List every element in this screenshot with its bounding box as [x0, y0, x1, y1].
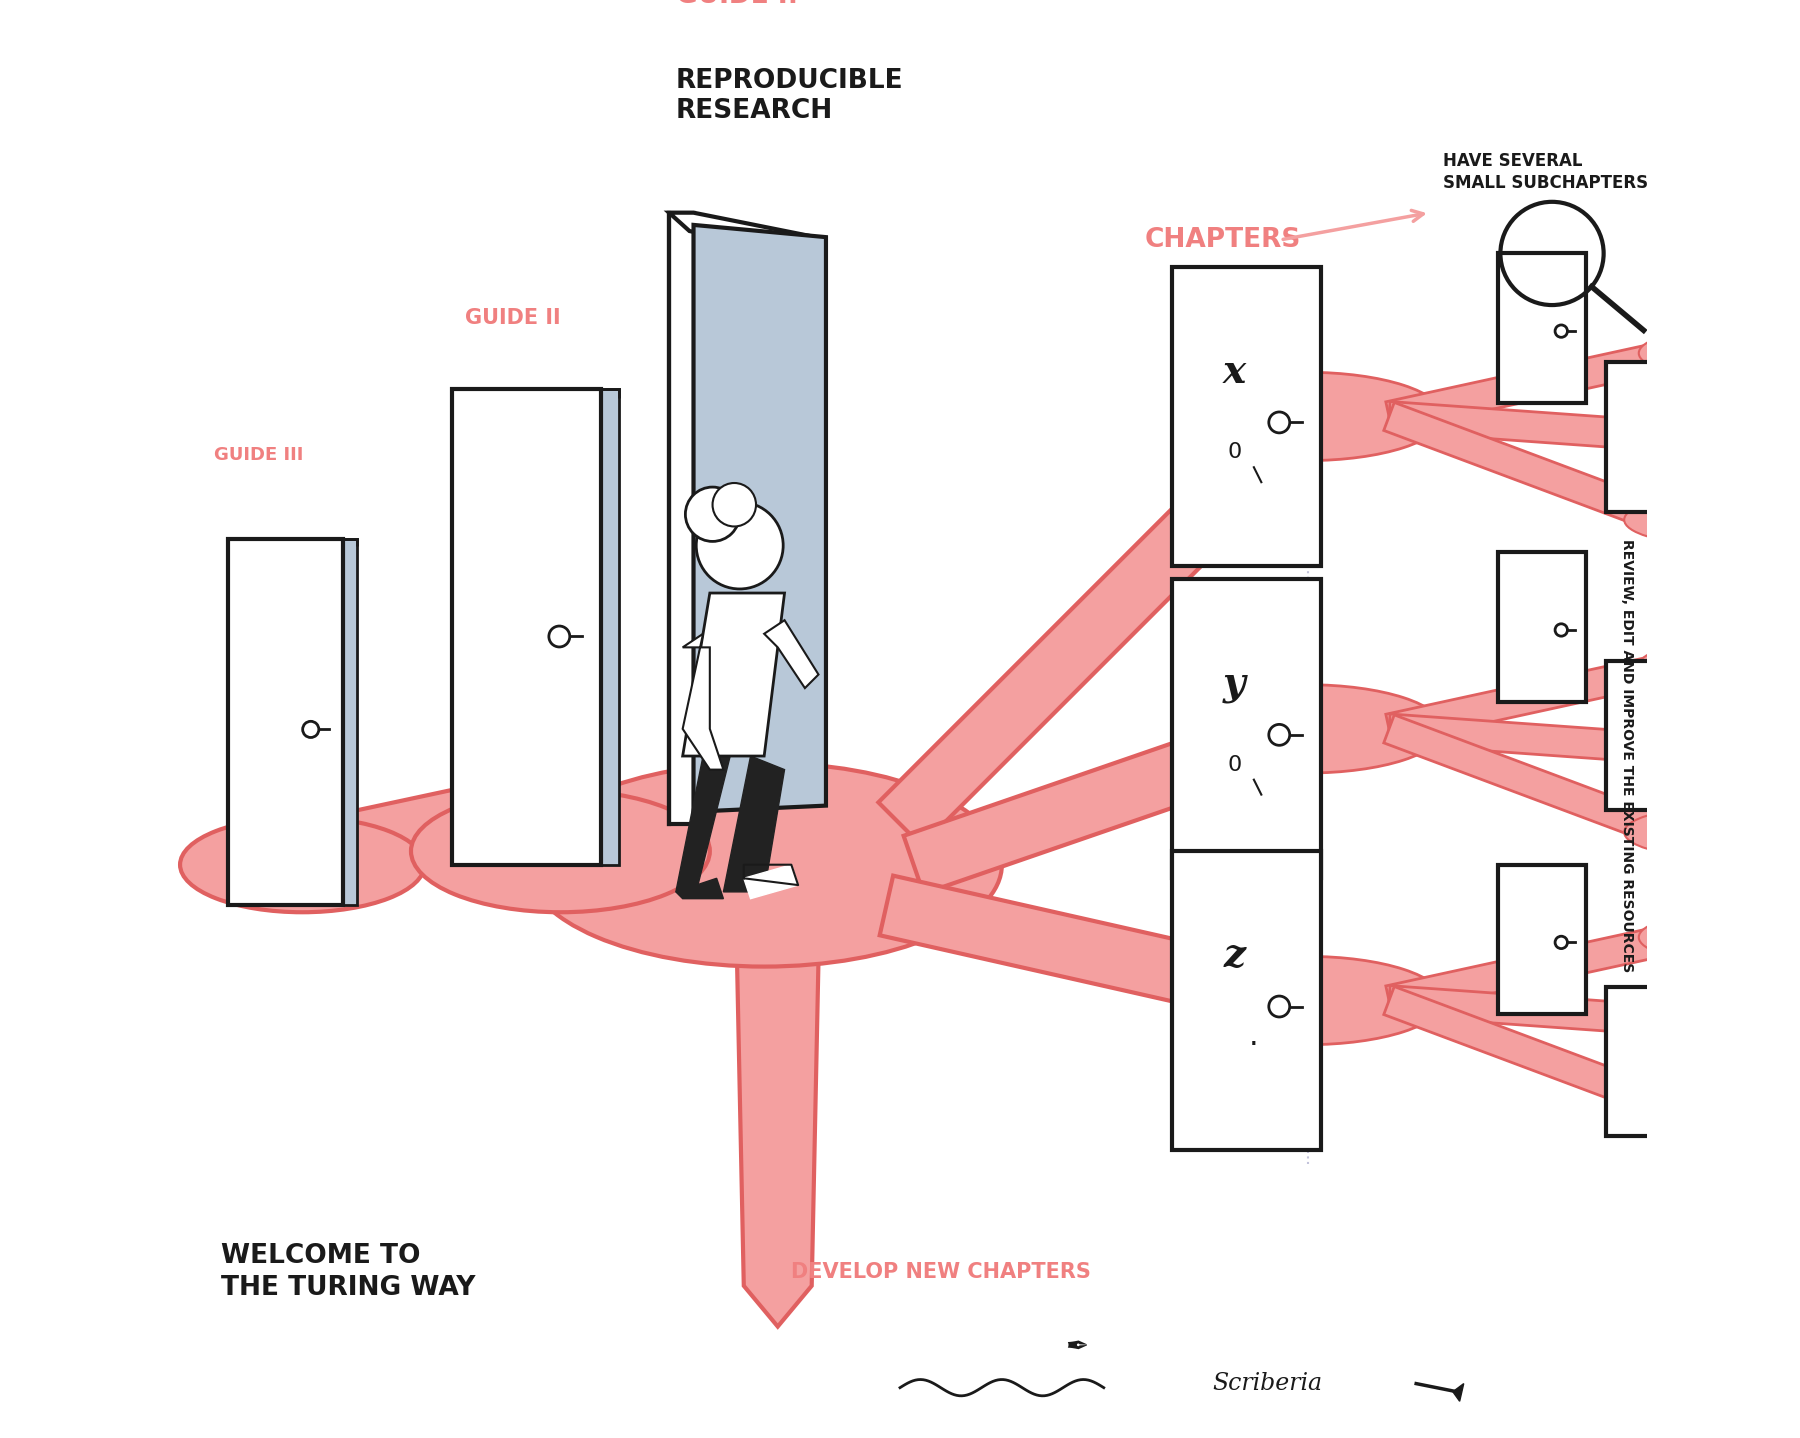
Circle shape — [686, 487, 740, 542]
Text: REPRODUCIBLE
RESEARCH: REPRODUCIBLE RESEARCH — [675, 69, 904, 125]
Polygon shape — [1384, 715, 1670, 846]
Polygon shape — [1388, 713, 1688, 765]
Bar — [1661, 1109, 1750, 1258]
Ellipse shape — [1638, 641, 1800, 689]
Circle shape — [1717, 1181, 1730, 1194]
Ellipse shape — [1638, 913, 1800, 961]
Bar — [227, 539, 344, 906]
Text: GUIDE III: GUIDE III — [214, 446, 304, 464]
Polygon shape — [1388, 985, 1688, 1037]
Circle shape — [549, 626, 571, 647]
Bar — [670, 213, 693, 824]
Circle shape — [697, 502, 783, 590]
Ellipse shape — [1624, 496, 1787, 544]
Text: DEVELOP NEW CHAPTERS: DEVELOP NEW CHAPTERS — [790, 1263, 1091, 1283]
Polygon shape — [1384, 986, 1670, 1117]
Polygon shape — [675, 756, 731, 892]
Bar — [1498, 253, 1586, 403]
Bar — [1606, 362, 1694, 512]
Polygon shape — [878, 417, 1307, 846]
Text: Scriberia: Scriberia — [1213, 1372, 1323, 1395]
Polygon shape — [675, 879, 724, 899]
Polygon shape — [670, 213, 815, 256]
Bar — [1661, 485, 1750, 634]
Ellipse shape — [410, 789, 709, 912]
Circle shape — [1269, 411, 1291, 433]
Bar — [1172, 580, 1321, 879]
Polygon shape — [1386, 338, 1683, 431]
Polygon shape — [765, 620, 819, 689]
Circle shape — [1717, 557, 1730, 568]
Text: GUIDE II: GUIDE II — [466, 308, 562, 328]
Ellipse shape — [1172, 372, 1444, 460]
Polygon shape — [693, 224, 826, 811]
Text: y: y — [1224, 664, 1246, 703]
Text: .: . — [1249, 1022, 1258, 1051]
Circle shape — [1555, 624, 1568, 636]
Ellipse shape — [1647, 726, 1800, 774]
Circle shape — [1269, 725, 1291, 745]
Polygon shape — [1388, 401, 1688, 453]
Polygon shape — [1386, 923, 1683, 1015]
Text: 0: 0 — [1228, 755, 1242, 775]
Polygon shape — [682, 592, 785, 756]
Polygon shape — [1386, 651, 1683, 743]
Ellipse shape — [1647, 998, 1800, 1045]
Text: GUIDE I:: GUIDE I: — [675, 0, 797, 9]
Circle shape — [1555, 325, 1568, 338]
Bar — [1172, 267, 1321, 567]
Bar — [1606, 661, 1694, 811]
Circle shape — [302, 722, 319, 738]
Ellipse shape — [1647, 414, 1800, 462]
Ellipse shape — [1624, 808, 1787, 856]
Ellipse shape — [180, 817, 425, 912]
Polygon shape — [682, 634, 724, 769]
Circle shape — [713, 483, 756, 526]
Bar — [1498, 552, 1586, 702]
Bar — [344, 539, 356, 906]
Bar — [1498, 864, 1586, 1014]
Bar — [452, 390, 601, 864]
Circle shape — [1717, 841, 1730, 854]
Text: WELCOME TO
THE TURING WAY: WELCOME TO THE TURING WAY — [221, 1244, 475, 1301]
Circle shape — [1663, 1058, 1676, 1071]
Text: REVIEW, EDIT AND IMPROVE THE EXISTING RESOURCES: REVIEW, EDIT AND IMPROVE THE EXISTING RE… — [1620, 539, 1634, 972]
Polygon shape — [724, 756, 785, 892]
Ellipse shape — [1624, 1080, 1787, 1127]
Circle shape — [1663, 732, 1676, 745]
Ellipse shape — [1172, 684, 1444, 774]
Bar — [1661, 769, 1750, 919]
Text: x: x — [1222, 352, 1246, 391]
Polygon shape — [1384, 403, 1670, 533]
Ellipse shape — [1172, 956, 1444, 1044]
Polygon shape — [731, 906, 824, 1326]
Bar — [1172, 851, 1321, 1150]
Text: 0: 0 — [1228, 443, 1242, 462]
Polygon shape — [1453, 1383, 1463, 1401]
Polygon shape — [248, 789, 655, 892]
Polygon shape — [904, 700, 1318, 893]
Text: z: z — [1224, 936, 1246, 975]
Text: CHAPTERS: CHAPTERS — [1145, 227, 1301, 253]
Text: HAVE SEVERAL
SMALL SUBCHAPTERS: HAVE SEVERAL SMALL SUBCHAPTERS — [1444, 152, 1649, 193]
Circle shape — [1555, 936, 1568, 949]
Bar — [601, 390, 619, 864]
Bar — [1606, 986, 1694, 1136]
Text: ✒: ✒ — [1066, 1333, 1089, 1360]
Circle shape — [1663, 434, 1676, 446]
Circle shape — [1269, 997, 1291, 1017]
Ellipse shape — [1638, 329, 1800, 377]
Ellipse shape — [526, 762, 1003, 966]
Polygon shape — [743, 864, 797, 899]
Polygon shape — [880, 876, 1314, 1031]
